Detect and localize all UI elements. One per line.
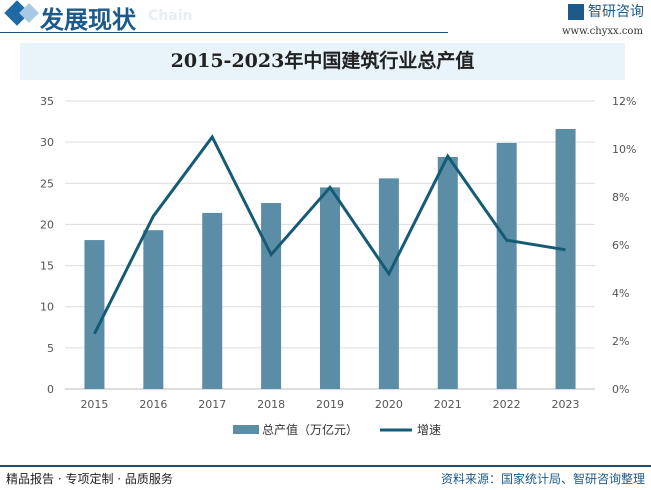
y-left-tick-label: 5 — [47, 342, 54, 355]
bar-2018 — [261, 203, 281, 389]
y-left-tick-label: 0 — [47, 383, 54, 396]
x-tick-label: 2023 — [552, 398, 580, 411]
legend-bar-label: 总产值（万亿元） — [262, 422, 358, 437]
y-right-tick-label: 0% — [612, 383, 629, 396]
bar-2016 — [143, 230, 163, 389]
y-right-tick-label: 10% — [612, 143, 636, 156]
bar-2022 — [497, 143, 517, 389]
x-tick-label: 2016 — [139, 398, 167, 411]
y-left-tick-label: 35 — [40, 95, 54, 108]
y-left-tick-label: 20 — [40, 218, 54, 231]
bar-2017 — [202, 213, 222, 389]
y-left-tick-label: 15 — [40, 260, 54, 273]
bar-2021 — [438, 157, 458, 389]
legend-bar-swatch — [233, 425, 259, 434]
x-tick-label: 2020 — [375, 398, 403, 411]
y-right-tick-label: 4% — [612, 287, 629, 300]
x-tick-label: 2017 — [198, 398, 226, 411]
footer: 精品报告 · 专项定制 · 品质服务 资料来源：国家统计局、智研咨询整理 — [0, 465, 651, 490]
bar-2020 — [379, 178, 399, 389]
x-tick-label: 2021 — [434, 398, 462, 411]
x-tick-label: 2022 — [493, 398, 521, 411]
y-left-tick-label: 30 — [40, 136, 54, 149]
footer-slogan: 精品报告 · 专项定制 · 品质服务 — [6, 470, 173, 487]
bar-2019 — [320, 187, 340, 389]
y-left-tick-label: 10 — [40, 301, 54, 314]
x-tick-label: 2015 — [80, 398, 108, 411]
legend-line-label: 增速 — [417, 423, 441, 437]
bar-2023 — [556, 129, 576, 389]
y-left-tick-label: 25 — [40, 177, 54, 190]
y-right-tick-label: 12% — [612, 95, 636, 108]
footer-source: 资料来源：国家统计局、智研咨询整理 — [441, 470, 645, 487]
y-right-tick-label: 6% — [612, 239, 629, 252]
y-right-tick-label: 8% — [612, 191, 629, 204]
y-right-tick-label: 2% — [612, 335, 629, 348]
x-tick-label: 2018 — [257, 398, 285, 411]
x-tick-label: 2019 — [316, 398, 344, 411]
bar-2015 — [84, 240, 104, 389]
